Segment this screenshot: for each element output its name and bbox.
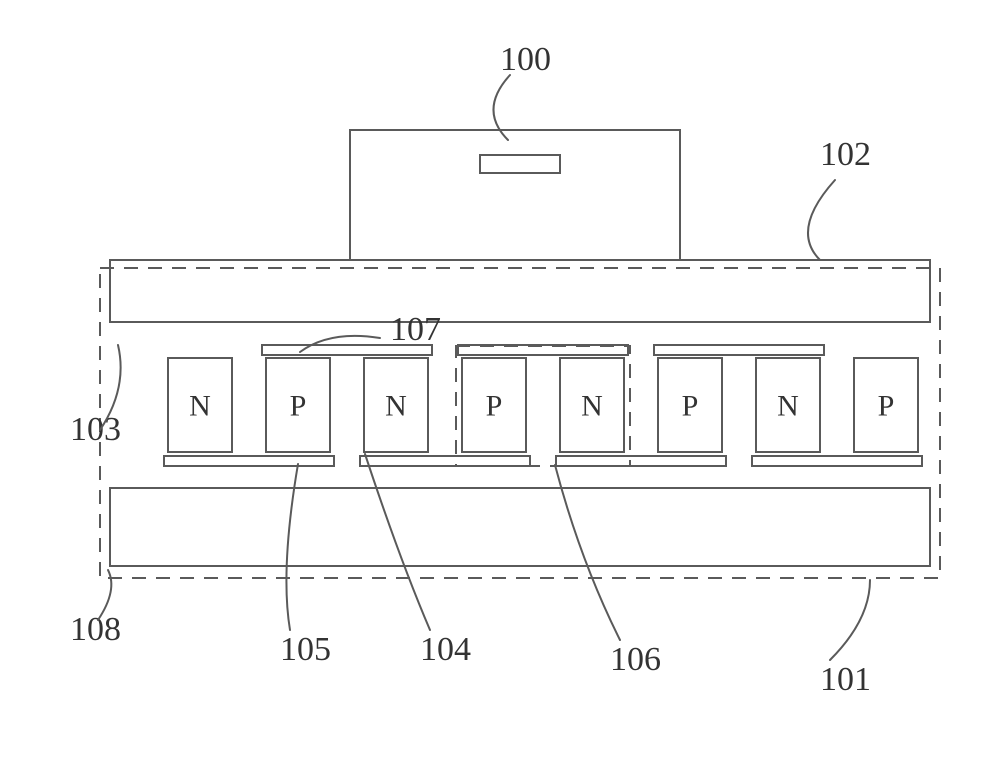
lower-contact-strip xyxy=(164,456,334,466)
n-label: N xyxy=(189,390,211,423)
p-label: P xyxy=(682,390,699,423)
ref-label-107: 107 xyxy=(390,311,441,348)
ref-label-100: 100 xyxy=(500,41,551,78)
ref-label-108: 108 xyxy=(70,611,121,648)
diagram-canvas: N P N P N P N P 100 101 102 103 104 105 106 107 108 xyxy=(0,0,1000,773)
n-label: N xyxy=(385,390,407,423)
ref-label-103: 103 xyxy=(70,411,121,448)
lower-contact-strip xyxy=(360,456,530,466)
p-label: P xyxy=(486,390,503,423)
lower-contact-strip xyxy=(752,456,922,466)
upper-contact-strip xyxy=(654,345,824,355)
n-label: N xyxy=(581,390,603,423)
p-label: P xyxy=(290,390,307,423)
ref-label-104: 104 xyxy=(420,631,471,668)
n-label: N xyxy=(777,390,799,423)
ref-label-102: 102 xyxy=(820,136,871,173)
ref-label-106: 106 xyxy=(610,641,661,678)
lower-contact-strip xyxy=(556,456,726,466)
ref-label-105: 105 xyxy=(280,631,331,668)
p-label: P xyxy=(878,390,895,423)
ref-label-101: 101 xyxy=(820,661,871,698)
